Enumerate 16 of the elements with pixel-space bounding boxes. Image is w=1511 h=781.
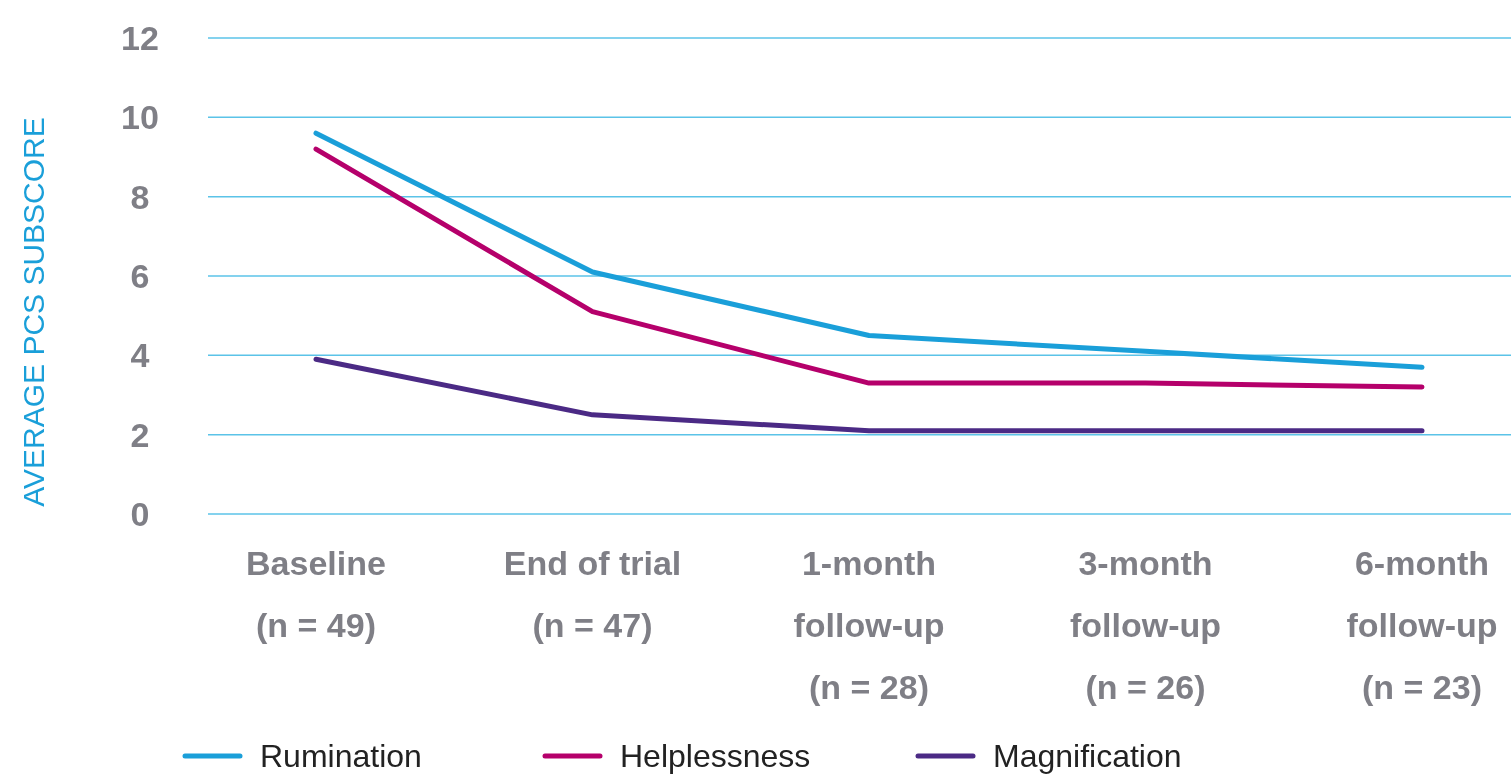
y-tick-label: 4: [130, 336, 150, 375]
y-tick-label: 10: [121, 98, 159, 137]
x-tick-label: End of trial (n = 47): [503, 544, 682, 644]
x-tick-label: 3-month follow-up (n = 26): [1069, 544, 1222, 706]
y-tick-label: 12: [121, 18, 159, 57]
x-tick-label: 6-month follow-up (n = 23): [1346, 544, 1498, 706]
x-tick-label: Baseline (n = 49): [246, 544, 386, 644]
legend-label: Rumination: [260, 738, 422, 775]
y-axis-title: AVERAGE PCS SUBSCORE: [17, 117, 50, 507]
y-tick-label: 6: [130, 256, 150, 295]
legend-label: Magnification: [993, 738, 1182, 775]
y-tick-label: 8: [130, 177, 150, 216]
legend-label: Helplessness: [620, 738, 811, 775]
y-tick-label: 2: [130, 415, 150, 454]
x-tick-label: 1-month follow-up (n = 28): [793, 544, 945, 706]
y-tick-label: 0: [130, 494, 150, 533]
